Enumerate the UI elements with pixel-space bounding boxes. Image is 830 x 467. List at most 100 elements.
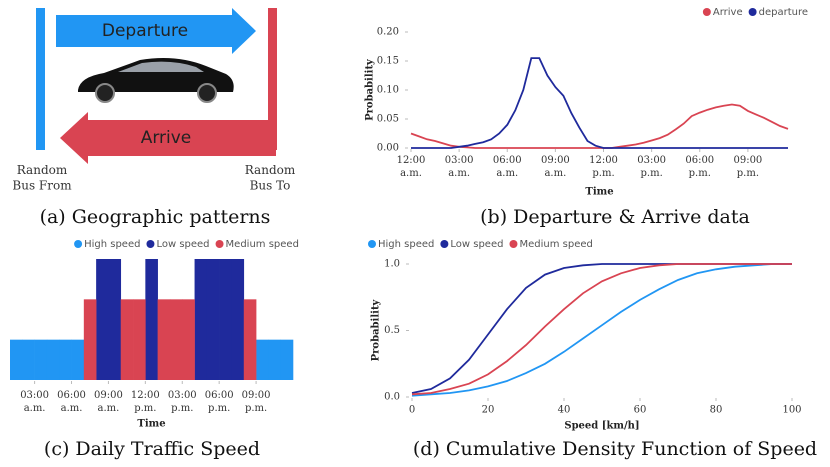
legend-label: High speed [378,239,434,250]
x-tick-label: 03:00 a.m. [20,390,49,414]
x-axis-label: Time [137,419,165,430]
departure-arrow [56,8,256,54]
legend-item: Medium speed [215,239,299,250]
x-tick-label: 06:00 a.m. [493,155,522,179]
legend: High speed Low speed Medium speed [74,239,299,250]
x-tick-label: 06:00 p.m. [205,390,234,414]
x-axis-label: Speed [km/h] [564,421,639,432]
y-tick-label: 1.0 [384,259,400,270]
car-window [118,61,204,72]
x-tick-label: 40 [558,405,571,416]
bar [206,259,220,380]
legend-item: High speed [74,239,140,250]
chart: (c) Daily Traffic Speed Time 03:00 a.m. 06:0… [10,239,299,460]
bar [182,299,195,380]
y-axis-label: Probability [371,298,382,361]
bar [194,259,208,380]
car-wheel [95,83,115,103]
to-label: Random Bus To [245,163,296,193]
x-tick-label: 60 [634,405,647,416]
line [410,103,789,149]
legend-swatch [74,240,83,248]
y-tick-label: 0.5 [384,325,400,336]
x-tick-label: 12:00 p.m. [131,390,160,414]
legend-label: Medium speed [226,239,299,250]
caption: (a) Geographic patterns [40,206,271,228]
legend-item: Medium speed [509,239,593,250]
x-tick-label: 0 [409,405,415,416]
bar [59,339,72,380]
chart: (b) Departure & Arrive data Time Probabili… [365,7,809,228]
car-body [78,58,234,92]
legend-label: High speed [84,239,140,250]
from-label: Random Bus From [12,163,72,193]
bar [22,339,35,380]
x-tick-label: 09:00 p.m. [733,155,762,179]
bar [145,259,158,380]
x-tick-label: 12:00 a.m. [397,155,426,179]
x-tick-label: 03:00 a.m. [445,155,474,179]
legend-label: Arrive [713,7,743,18]
y-tick-label: 0.05 [377,114,399,125]
x-tick-label: 80 [710,405,723,416]
y-tick-label: 0.0 [384,392,400,403]
bar [83,299,97,380]
line [411,263,792,396]
legend-label: departure [759,7,808,18]
diagram: Departure Arrive Random Bus From Random Bu… [12,8,296,228]
y-tick-label: 0.00 [377,143,399,154]
legend-swatch [509,240,518,248]
legend-swatch [440,240,449,248]
legend-label: Medium speed [519,239,592,250]
bar [231,259,245,380]
legend-item: Arrive [702,7,743,18]
x-tick-label: 12:00 p.m. [589,155,618,179]
bar [71,339,85,380]
legend-label: Low speed [156,239,209,250]
legend-item: Low speed [440,239,503,250]
bar [34,339,48,380]
bar [219,259,232,380]
legend-item: departure [748,7,808,18]
legend-item: High speed [368,239,434,250]
legend-swatch [748,8,757,16]
bar [10,339,23,380]
bus-from-bar [36,8,45,150]
bus-to-bar [268,8,277,150]
x-tick-label: 09:00 a.m. [541,155,570,179]
x-tick-label: 06:00 a.m. [57,390,86,414]
legend-swatch [368,240,376,248]
caption: (c) Daily Traffic Speed [44,438,260,460]
x-tick-label: 03:00 p.m. [168,390,197,414]
line [411,263,792,394]
x-tick-label: 03:00 p.m. [637,155,666,179]
bar [120,299,134,380]
bar [169,299,183,380]
x-axis-label: Time [585,187,613,198]
departure-label: Departure [102,21,188,41]
x-tick-label: 09:00 p.m. [242,390,271,414]
legend: Arrive departure [702,7,808,18]
bar [280,339,294,380]
x-tick-label: 100 [782,405,801,416]
y-tick-label: 0.10 [377,85,399,96]
legend: High speed Low speed Medium speed [368,239,593,250]
line [411,57,788,149]
bar [157,299,171,380]
car [78,58,234,103]
chart: (d) Cumulative Density Function of Speed… [368,239,817,460]
arrive-arrow [60,112,276,164]
legend-swatch [215,240,224,248]
caption: (d) Cumulative Density Function of Speed [413,438,817,460]
legend-item: Low speed [146,239,210,250]
line [411,263,792,397]
caption: (b) Departure & Arrive data [480,206,750,228]
car-wheel [197,83,217,103]
legend-label: Low speed [450,239,503,250]
y-tick-label: 0.15 [377,56,399,67]
bar [243,299,257,380]
legend-swatch [702,8,711,16]
y-tick-label: 0.20 [377,27,399,38]
bar [268,339,281,380]
